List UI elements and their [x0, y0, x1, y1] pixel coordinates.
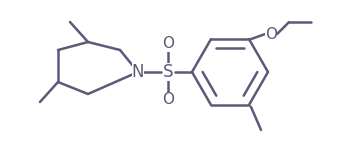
Text: O: O [162, 93, 174, 107]
Text: N: N [132, 63, 144, 81]
Text: O: O [162, 37, 174, 51]
Text: O: O [265, 27, 277, 42]
Text: S: S [163, 63, 173, 81]
